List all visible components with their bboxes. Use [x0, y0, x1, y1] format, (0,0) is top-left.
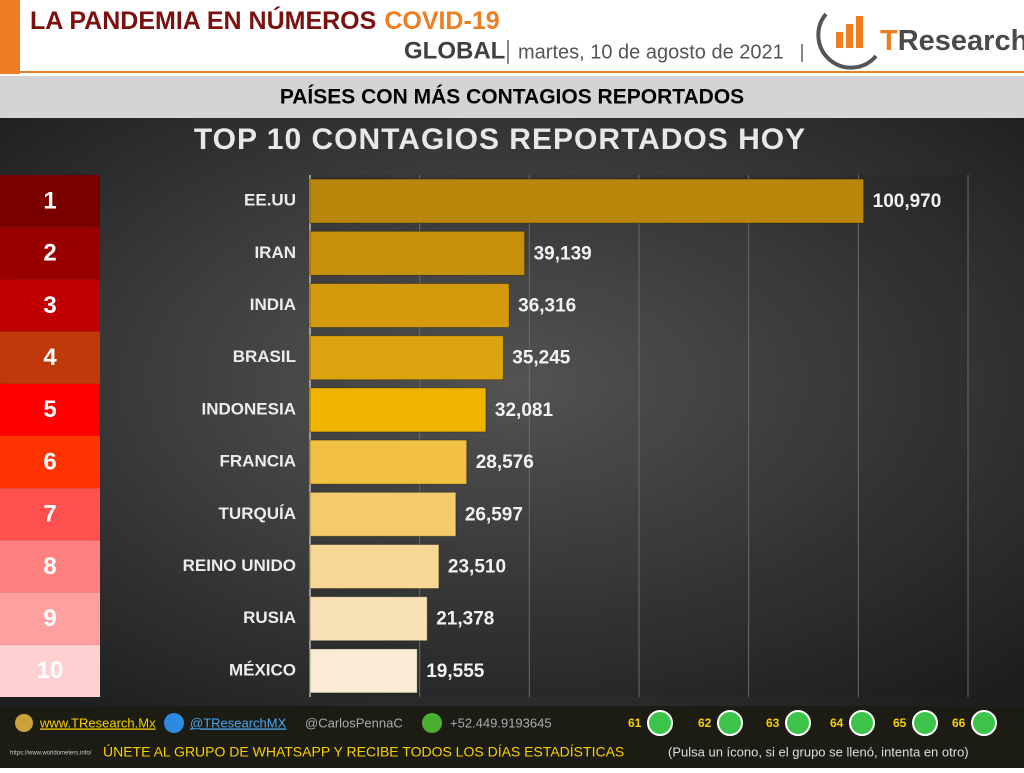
group-number: 66	[952, 716, 966, 730]
twitter-icon	[164, 713, 184, 733]
value-label: 35,245	[512, 348, 571, 369]
bar	[309, 491, 457, 537]
rank-label: 9	[43, 605, 56, 632]
category-label: IRAN	[254, 243, 296, 262]
bar	[309, 387, 487, 433]
value-label: 100,970	[873, 191, 942, 212]
scope: GLOBAL	[404, 37, 505, 64]
bar	[309, 230, 526, 276]
chart-title: TOP 10 CONTAGIOS REPORTADOS HOY	[194, 123, 806, 156]
title-main: LA PANDEMIA EN NÚMEROS	[30, 5, 376, 35]
whatsapp-icon[interactable]	[647, 710, 673, 736]
header-title: LA PANDEMIA EN NÚMEROS COVID-19	[30, 5, 500, 35]
value-label: 26,597	[465, 504, 523, 525]
rank-box	[0, 592, 100, 645]
rank-label: 4	[43, 344, 57, 371]
category-label: EE.UU	[244, 191, 296, 210]
whatsapp-icon[interactable]	[912, 710, 938, 736]
category-label: REINO UNIDO	[183, 556, 296, 575]
value-label: 32,081	[495, 400, 554, 421]
note: (Pulsa un ícono, si el grupo se llenó, i…	[668, 744, 969, 759]
rank-box	[0, 227, 100, 280]
band-bg	[0, 76, 1024, 118]
group-number: 62	[698, 716, 712, 730]
globe-icon	[15, 714, 33, 732]
bar	[309, 178, 865, 224]
logo-text: TResearch	[880, 25, 1024, 57]
rank-box	[0, 279, 100, 332]
header-strip	[0, 0, 20, 74]
whatsapp-groups: 61 62 63 64 65 66	[628, 710, 997, 736]
rank-box	[0, 436, 100, 489]
logo: TResearch	[816, 12, 1024, 70]
rank-box	[0, 644, 100, 697]
category-label: RUSIA	[243, 608, 296, 627]
whatsapp-icon[interactable]	[785, 710, 811, 736]
title-accent: COVID-19	[384, 7, 499, 35]
group-number: 64	[830, 716, 844, 730]
bar	[309, 335, 504, 381]
rank-box	[0, 175, 100, 228]
phone-icon	[422, 713, 442, 733]
whatsapp-icon[interactable]	[717, 710, 743, 736]
value-label: 23,510	[448, 557, 506, 578]
group-number: 61	[628, 716, 642, 730]
rank-label: 3	[43, 292, 56, 319]
twitter-link[interactable]: @TResearchMX	[190, 715, 287, 730]
value-label: 39,139	[534, 243, 592, 264]
web-link[interactable]: www.TResearch.Mx	[39, 715, 156, 730]
chart: 1 2 3 4 5 6 7 8 9 10 EE.UU 100,970 IRAN 39,139 INDIA 36…	[0, 175, 969, 697]
bar	[309, 283, 510, 328]
value-label: 36,316	[518, 296, 576, 317]
whatsapp-icon[interactable]	[971, 710, 997, 736]
logo-rest: Research	[898, 25, 1024, 57]
value-label: 21,378	[436, 609, 494, 630]
group-number: 65	[893, 716, 907, 730]
bar	[309, 544, 440, 589]
category-label: MÉXICO	[229, 660, 296, 679]
rank-label: 10	[37, 657, 64, 684]
author: @CarlosPennaC	[305, 715, 403, 730]
rank-label: 5	[43, 396, 56, 423]
category-label: INDIA	[250, 295, 296, 314]
rank-box	[0, 331, 100, 384]
rank-box	[0, 540, 100, 593]
phone: +52.449.9193645	[450, 715, 552, 730]
rank-label: 8	[43, 553, 56, 580]
join-text: ÚNETE AL GRUPO DE WHATSAPP Y RECIBE TODO…	[103, 744, 624, 760]
category-label: FRANCIA	[220, 452, 297, 471]
rank-box	[0, 383, 100, 436]
group-number: 63	[766, 716, 780, 730]
value-label: 28,576	[476, 452, 534, 473]
bar	[309, 596, 428, 642]
whatsapp-icon[interactable]	[849, 710, 875, 736]
band-title: PAÍSES CON MÁS CONTAGIOS REPORTADOS	[280, 86, 744, 109]
logo-accent: T	[880, 25, 898, 57]
category-label: TURQUÍA	[219, 504, 296, 523]
category-label: INDONESIA	[202, 399, 296, 418]
rank-label: 7	[43, 501, 56, 528]
date: martes, 10 de agosto de 2021	[518, 41, 784, 63]
bar	[309, 439, 468, 485]
rank-label: 2	[43, 240, 56, 267]
rank-box	[0, 488, 100, 541]
header-bg	[0, 0, 1024, 74]
rank-label: 6	[43, 448, 56, 475]
value-label: 19,555	[426, 661, 485, 682]
bar	[309, 648, 418, 694]
rank-label: 1	[43, 187, 56, 214]
category-label: BRASIL	[233, 347, 296, 366]
source: https://www.worldometers.info/	[10, 751, 92, 757]
